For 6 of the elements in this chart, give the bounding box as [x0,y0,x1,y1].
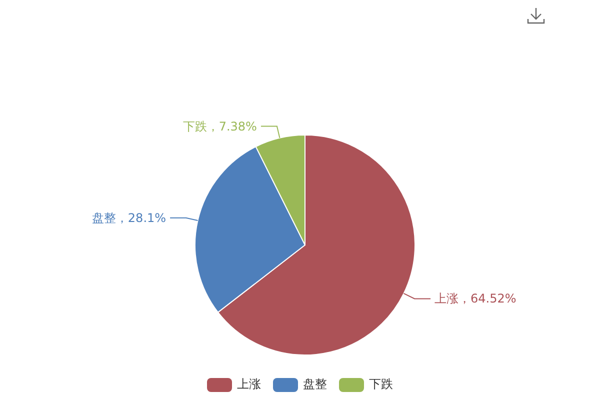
legend-label: 盘整 [303,376,327,393]
data-label: 上涨，64.52% [434,292,516,306]
data-label: 盘整，28.1% [92,210,166,225]
legend-label: 上涨 [237,376,261,393]
data-label: 下跌，7.38% [182,119,257,134]
legend-label: 下跌 [369,376,393,393]
